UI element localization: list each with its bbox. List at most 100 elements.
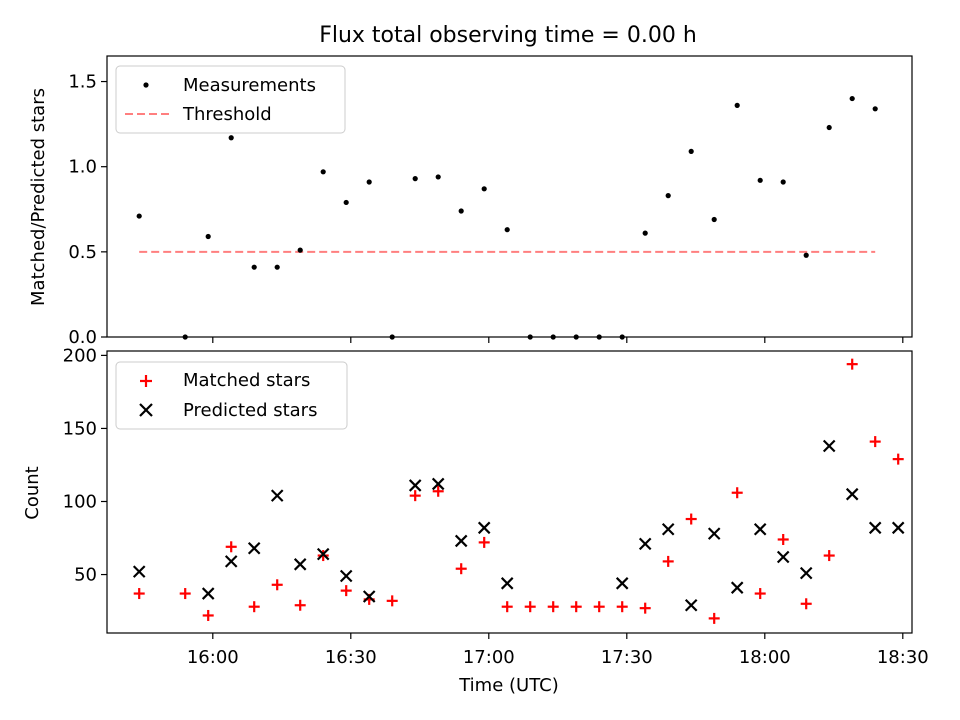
predicted-star-point	[132, 565, 146, 578]
measurement-point	[849, 95, 855, 102]
measurement-point	[205, 233, 211, 240]
predicted-star-point	[868, 521, 882, 535]
legend-measurements-label: Measurements	[183, 75, 316, 96]
predicted-star-point	[799, 566, 813, 580]
matched-star-point	[593, 601, 605, 613]
top-axes-frame	[106, 55, 913, 338]
bottom-legend: Matched stars Predicted stars	[115, 361, 348, 430]
bottom-y-tick-label: 150	[63, 418, 97, 439]
bottom-legend-box	[115, 361, 348, 430]
matched-star-point	[547, 601, 559, 613]
predicted-star-point	[293, 558, 307, 571]
bottom-x-tick-label: 17:30	[601, 647, 653, 668]
matched-star-point	[892, 453, 904, 465]
legend-matched-marker	[140, 375, 152, 387]
top-x-axis-ticks	[212, 337, 904, 343]
predicted-star-point	[339, 569, 353, 583]
bottom-y-tick-label: 50	[74, 565, 97, 586]
matched-star-point	[248, 601, 260, 613]
matched-star-point	[639, 602, 651, 614]
top-y-tick-label: 0.5	[68, 242, 97, 263]
predicted-star-point	[707, 527, 721, 540]
matched-star-point	[271, 579, 283, 591]
measurement-point	[435, 174, 441, 180]
top-legend: Measurements Threshold	[115, 65, 346, 134]
bottom-x-axis-label: Time (UTC)	[458, 675, 559, 696]
measurement-point	[872, 106, 878, 112]
predicted-star-point	[201, 587, 215, 600]
legend-measurements-marker	[143, 82, 149, 88]
predicted-star-point	[454, 534, 468, 548]
measurement-point	[803, 252, 809, 258]
matched-star-point	[662, 555, 674, 567]
matched-star-point	[133, 588, 145, 600]
measurement-point	[596, 334, 602, 340]
measurement-point	[826, 124, 832, 131]
predicted-star-point	[316, 547, 330, 561]
measurement-point	[527, 334, 533, 340]
measurement-point	[228, 135, 234, 141]
measurement-point	[619, 334, 625, 340]
matched-star-point	[731, 487, 743, 499]
matched-star-point	[754, 588, 766, 600]
measurement-point	[343, 199, 349, 206]
measurement-point	[412, 176, 418, 182]
measurement-point	[297, 247, 303, 253]
top-y-axis-label: Matched/Predicted stars	[28, 88, 49, 306]
matched-star-point	[524, 601, 536, 613]
measurement-point	[182, 334, 188, 340]
matched-star-point	[340, 585, 352, 597]
predicted-star-point	[500, 577, 514, 590]
measurement-point	[366, 179, 372, 185]
bottom-y-tick-label: 200	[63, 345, 97, 366]
matched-star-point	[616, 601, 628, 613]
matched-star-point	[869, 436, 881, 448]
measurement-point	[251, 264, 257, 270]
predicted-star-point	[408, 479, 422, 492]
bottom-x-tick-label: 16:30	[325, 647, 377, 668]
bottom-x-tick-label: 17:00	[463, 647, 515, 668]
measurement-point	[320, 169, 326, 175]
top-y-tick-label: 0.0	[68, 327, 97, 348]
matched-star-point	[501, 601, 513, 613]
bottom-x-axis: 16:00 16:30 17:00 17:30 18:00 18:30	[187, 633, 929, 668]
matched-star-point	[432, 485, 444, 497]
predicted-star-point	[753, 522, 767, 536]
matched-star-point	[777, 533, 789, 545]
bottom-x-tick-label: 18:30	[877, 647, 929, 668]
measurement-point	[136, 213, 142, 219]
matched-star-point	[800, 598, 812, 610]
bottom-x-tick-label: 18:00	[739, 647, 791, 668]
bottom-x-tick-label: 16:00	[187, 647, 239, 668]
predicted-star-point	[684, 598, 698, 612]
legend-matched-label: Matched stars	[183, 370, 310, 391]
matched-star-point	[846, 358, 858, 370]
predicted-star-point	[845, 487, 859, 501]
measurement-point	[688, 148, 694, 154]
measurement-point	[458, 208, 464, 214]
top-y-tick-label: 1.5	[68, 72, 97, 93]
predicted-star-point	[822, 439, 836, 453]
top-chart-title: Flux total observing time = 0.00 h	[319, 23, 697, 48]
bottom-series-marks	[132, 358, 905, 624]
measurement-point	[780, 179, 786, 185]
matched-star-point	[455, 563, 467, 575]
matched-star-point	[708, 612, 720, 624]
matched-star-point	[202, 609, 214, 621]
measurement-point	[642, 230, 648, 236]
measurement-point	[757, 177, 763, 183]
predicted-star-point	[615, 577, 629, 590]
predicted-star-point	[247, 541, 261, 555]
bottom-y-tick-label: 100	[63, 491, 97, 512]
legend-threshold-label: Threshold	[182, 104, 272, 125]
top-legend-box	[115, 65, 346, 134]
legend-predicted-label: Predicted stars	[183, 400, 317, 421]
predicted-star-point	[224, 555, 238, 568]
matched-star-point	[570, 601, 582, 613]
matched-star-point	[685, 513, 697, 525]
measurement-point	[481, 186, 487, 192]
matched-star-point	[478, 536, 490, 548]
measurement-point	[504, 227, 510, 233]
matched-star-point	[179, 588, 191, 600]
